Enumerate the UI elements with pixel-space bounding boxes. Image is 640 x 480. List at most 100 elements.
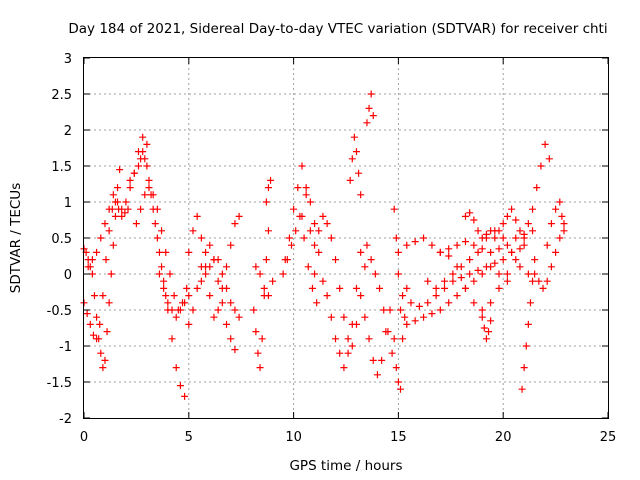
data-point — [478, 270, 486, 278]
data-point — [160, 284, 168, 292]
series-arc-15 — [298, 191, 327, 285]
data-point — [449, 277, 457, 285]
data-point — [348, 320, 356, 328]
data-point — [478, 306, 486, 314]
data-point — [420, 313, 428, 321]
data-point — [520, 234, 528, 242]
data-point — [134, 162, 142, 170]
y-tick-label: 1 — [64, 196, 72, 211]
data-point — [508, 248, 516, 256]
series-arc-1 — [80, 166, 124, 372]
data-point — [461, 212, 469, 220]
data-point — [531, 256, 539, 264]
data-point — [480, 324, 488, 332]
data-point — [512, 256, 520, 264]
x-axis-label: GPS time / hours — [289, 458, 402, 474]
data-point — [392, 234, 400, 242]
data-point — [197, 277, 205, 285]
data-point — [367, 256, 375, 264]
data-point — [445, 245, 453, 253]
data-point — [168, 335, 176, 343]
data-point — [313, 299, 321, 307]
data-point — [256, 364, 264, 372]
data-point — [264, 292, 272, 300]
data-point — [466, 209, 474, 217]
data-point — [105, 205, 113, 213]
data-point — [185, 320, 193, 328]
data-point — [143, 162, 151, 170]
series-arc-30 — [495, 140, 553, 242]
data-point — [193, 284, 201, 292]
data-point — [508, 205, 516, 213]
data-point — [547, 220, 555, 228]
data-point — [137, 205, 145, 213]
data-point — [235, 212, 243, 220]
data-point — [424, 277, 432, 285]
data-point — [121, 209, 129, 217]
data-point — [543, 241, 551, 249]
data-point — [202, 248, 210, 256]
data-point — [168, 306, 176, 314]
data-point — [254, 349, 262, 357]
data-point — [516, 227, 524, 235]
data-point — [390, 335, 398, 343]
data-point — [332, 335, 340, 343]
data-point — [107, 270, 115, 278]
data-point — [90, 292, 98, 300]
data-point — [396, 385, 404, 393]
data-point — [403, 320, 411, 328]
data-point — [202, 270, 210, 278]
data-point — [231, 306, 239, 314]
data-point — [526, 299, 534, 307]
x-tick-label: 10 — [285, 430, 302, 445]
data-point — [369, 112, 377, 120]
data-point — [227, 335, 235, 343]
data-point — [390, 205, 398, 213]
x-tick-label: 5 — [185, 430, 193, 445]
data-point — [399, 335, 407, 343]
data-point — [369, 356, 377, 364]
data-point — [380, 306, 388, 314]
data-point — [86, 320, 94, 328]
data-point — [520, 364, 528, 372]
data-point — [160, 277, 168, 285]
data-point — [394, 378, 402, 386]
series-arc-11 — [252, 263, 277, 300]
data-point — [83, 310, 91, 318]
data-point — [223, 284, 231, 292]
data-point — [529, 205, 537, 213]
data-point — [340, 313, 348, 321]
data-point — [415, 302, 423, 310]
data-point — [143, 140, 151, 148]
data-point — [151, 220, 159, 228]
data-point — [522, 342, 530, 350]
data-point — [327, 313, 335, 321]
data-point — [214, 277, 222, 285]
data-point — [371, 270, 379, 278]
data-point — [482, 230, 490, 238]
data-point — [367, 90, 375, 98]
data-point — [306, 198, 314, 206]
data-point — [365, 104, 373, 112]
data-point — [361, 263, 369, 271]
data-point — [145, 184, 153, 192]
data-point — [149, 191, 157, 199]
data-point — [118, 212, 126, 220]
data-point — [340, 364, 348, 372]
data-point — [145, 176, 153, 184]
data-point — [315, 248, 323, 256]
data-point — [461, 284, 469, 292]
data-point — [114, 184, 122, 192]
data-point — [432, 284, 440, 292]
data-point — [396, 306, 404, 314]
data-point — [499, 234, 507, 242]
data-point — [529, 227, 537, 235]
data-point — [99, 292, 107, 300]
data-point — [302, 184, 310, 192]
data-point — [344, 349, 352, 357]
data-point — [153, 205, 161, 213]
data-point — [558, 212, 566, 220]
data-point — [357, 191, 365, 199]
data-point — [170, 292, 178, 300]
data-point — [533, 184, 541, 192]
